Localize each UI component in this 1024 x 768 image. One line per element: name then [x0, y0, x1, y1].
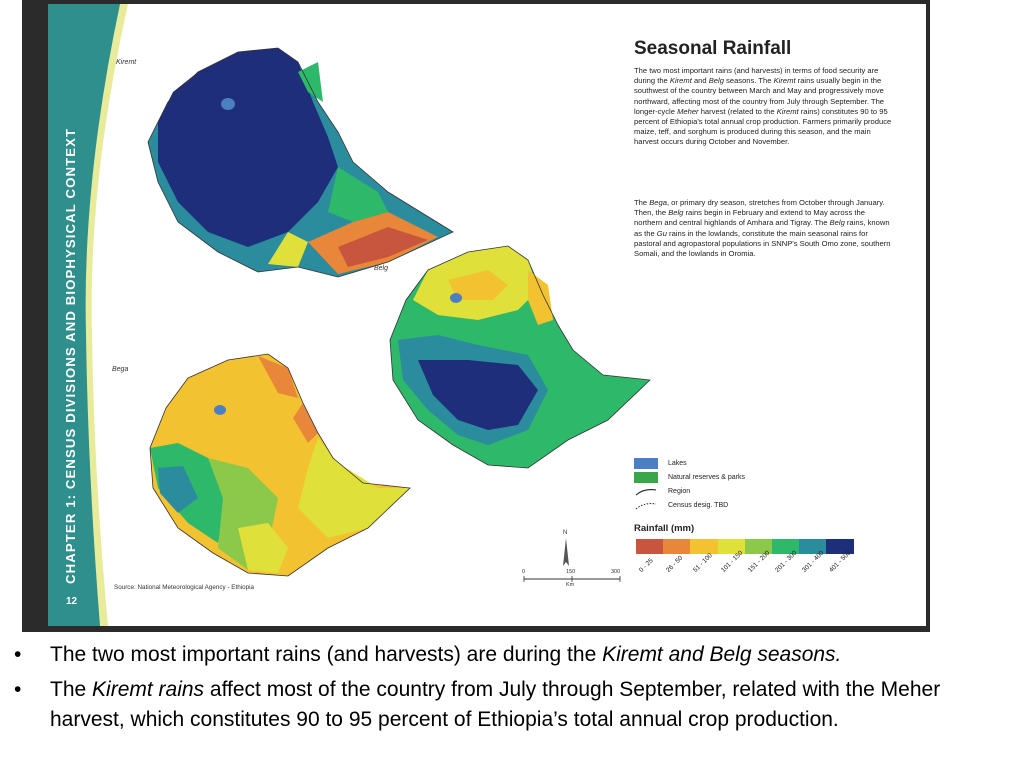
scale-tick-0: 0 [522, 569, 526, 575]
kiremt-map-label: Kiremt [116, 59, 137, 66]
legend-item-lakes: Lakes [634, 456, 745, 470]
legend-item-region: Region [634, 484, 745, 498]
rainfall-class-swatch [799, 539, 827, 554]
legend-item-reserves: Natural reserves & parks [634, 470, 745, 484]
slide-image-frame: CHAPTER 1: CENSUS DIVISIONS AND BIOPHYSI… [22, 0, 930, 632]
scale-tick-300: 300 [611, 569, 621, 575]
rainfall-class-swatch [717, 539, 745, 554]
bullet-dot: • [14, 643, 22, 666]
chapter-title: CHAPTER 1: CENSUS DIVISIONS AND BIOPHYSI… [63, 127, 78, 584]
page-number: 12 [66, 596, 78, 607]
rainfall-class-label: 51 - 100 [692, 552, 715, 574]
rainfall-class-swatch [636, 539, 664, 554]
rainfall-class-swatch [663, 539, 691, 554]
kiremt-rainfall-map [147, 47, 454, 278]
lakes-swatch [634, 457, 658, 469]
north-label: N [563, 530, 568, 536]
rainfall-class-swatch [690, 539, 718, 554]
paragraph-1: The two most important rains (and harves… [634, 66, 892, 147]
north-arrow-icon [563, 538, 569, 566]
map-legend: Lakes Natural reserves & parks Region Ce… [634, 456, 745, 512]
rainfall-class-swatch [771, 539, 800, 554]
source-note: Source: National Meteorological Agency -… [114, 584, 255, 591]
rainfall-class-label: 26 - 50 [665, 554, 685, 574]
paragraph-2: The Bega, or primary dry season, stretch… [634, 198, 891, 259]
rainfall-class-swatch [826, 539, 854, 554]
page-title: Seasonal Rainfall [634, 38, 792, 59]
belg-rainfall-map [389, 245, 651, 469]
legend-item-census: Census desig. TBD [634, 498, 745, 512]
scale-bar [523, 576, 621, 582]
atlas-page: CHAPTER 1: CENSUS DIVISIONS AND BIOPHYSI… [48, 4, 926, 626]
rainfall-legend-title: Rainfall (mm) [634, 523, 695, 534]
rainfall-class-label: 0 - 25 [638, 557, 655, 574]
region-line-icon [635, 488, 657, 495]
scale-tick-150: 150 [566, 569, 576, 575]
bega-rainfall-map [149, 353, 411, 577]
rainfall-color-scale [636, 539, 854, 554]
belg-map-label: Belg [374, 265, 389, 272]
reserves-swatch [634, 471, 658, 483]
bega-map-label: Bega [112, 366, 129, 373]
census-line-icon [635, 502, 657, 509]
bullet-dot: • [14, 678, 22, 701]
scale-unit: Km [566, 582, 575, 588]
rainfall-class-swatch [744, 539, 772, 554]
chapter-side-band [48, 4, 128, 626]
